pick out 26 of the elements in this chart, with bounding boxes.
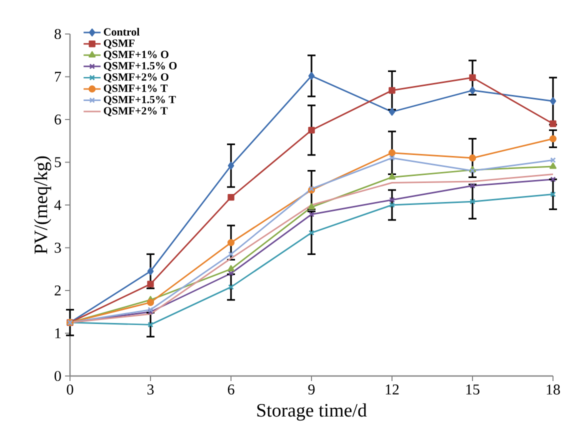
x-tick-label: 0 — [66, 384, 74, 395]
y-tick-label: 3 — [54, 242, 61, 253]
legend-label: QSMF+1.5% T — [104, 96, 176, 105]
legend-label: QSMF+1% O — [104, 50, 168, 60]
y-tick-label: 0 — [54, 370, 61, 382]
x-tick-label: 3 — [147, 384, 154, 395]
legend-label: QSMF+1% T — [104, 84, 168, 94]
x-tick-label: 9 — [308, 384, 315, 395]
x-tick-label: 18 — [546, 384, 560, 395]
y-tick-label: 6 — [54, 114, 62, 125]
legend-label: QSMF+2% O — [104, 73, 168, 82]
y-tick-label: 8 — [54, 28, 61, 40]
y-tick-label: 1 — [55, 328, 61, 338]
y-tick-label: 5 — [54, 157, 61, 168]
y-axis-title: PV/(meq/kg) — [34, 156, 52, 254]
legend-label: QSMF — [104, 40, 134, 49]
y-tick-label: 2 — [54, 286, 61, 296]
legend-label: QSMF+2% T — [104, 107, 168, 116]
y-tick-label: 7 — [55, 72, 62, 82]
x-axis-title: Storage time/d — [257, 403, 367, 421]
legend-label: QSMF+1.5% O — [104, 62, 177, 72]
x-tick-label: 6 — [228, 384, 234, 395]
y-tick-label: 4 — [54, 200, 62, 210]
legend-label: Control — [104, 28, 140, 36]
x-tick-label: 12 — [386, 384, 399, 394]
x-tick-label: 15 — [466, 384, 480, 394]
